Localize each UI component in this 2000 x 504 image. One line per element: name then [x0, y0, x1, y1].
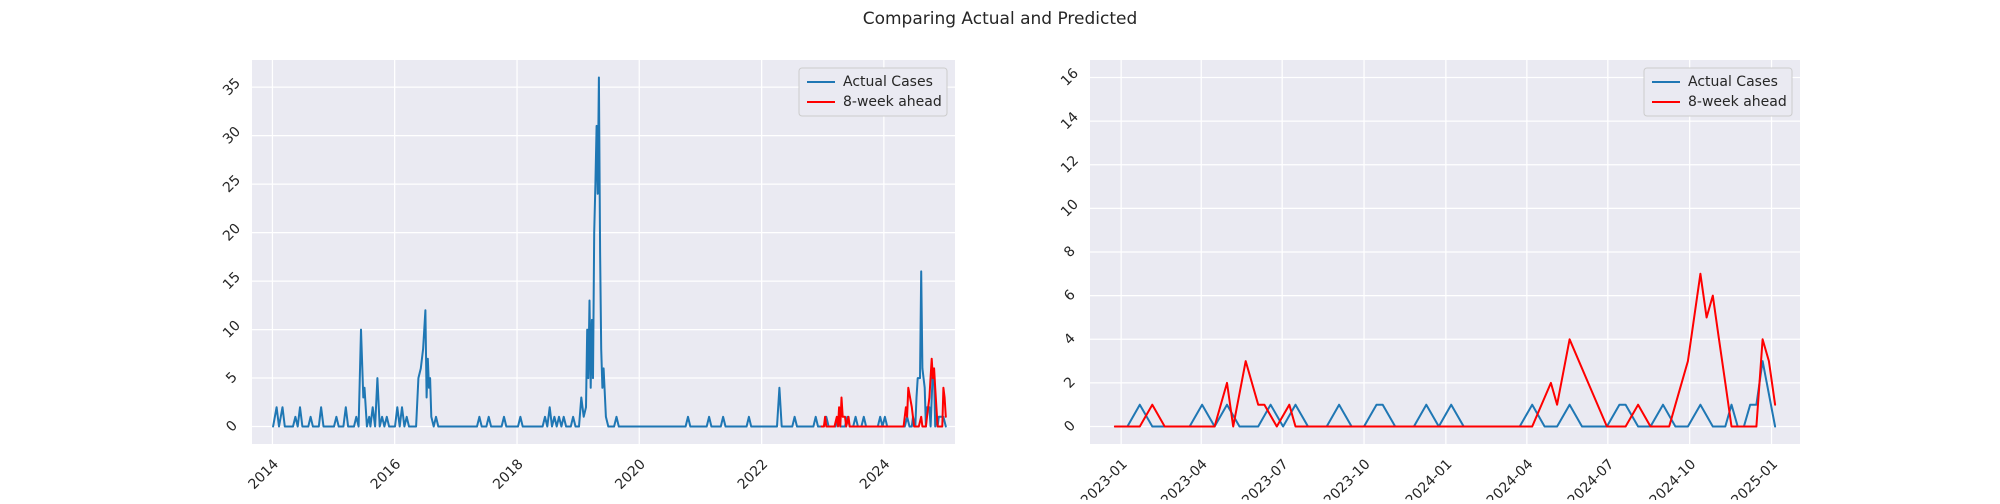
y-tick-label: 4 — [1061, 330, 1079, 348]
x-tick-label: 2024 — [857, 456, 894, 493]
x-tick-label: 2024-01 — [1403, 456, 1456, 500]
y-tick-label: 8 — [1061, 243, 1079, 261]
x-tick-label: 2024-07 — [1565, 456, 1618, 500]
x-tick-label: 2018 — [490, 456, 527, 493]
legend-label-2: 8-week ahead — [843, 94, 942, 110]
x-tick-label: 2023-07 — [1239, 456, 1292, 500]
series-line-2 — [820, 357, 947, 428]
x-tick-label: 2023-10 — [1321, 456, 1374, 500]
y-tick-label: 10 — [1058, 196, 1082, 220]
x-tick-label: 2014 — [246, 456, 283, 493]
legend-box — [1643, 67, 1793, 117]
x-tick-label: 2022 — [735, 456, 772, 493]
series-line-1 — [1113, 360, 1777, 428]
chart-panel-1: 2014 2016 2018 2020 2022 2024 0 5 10 15 20 25 30 35 Ac… — [220, 60, 955, 493]
y-tick-label: 30 — [220, 124, 244, 148]
legend-box — [798, 67, 948, 117]
y-tick-label: 16 — [1058, 65, 1082, 89]
x-tick-label: 2023-01 — [1078, 456, 1131, 500]
series-line-2 — [1113, 272, 1777, 428]
y-tick-label: 25 — [220, 172, 244, 196]
y-tick-label: 0 — [1061, 418, 1079, 436]
x-tick-label: 2023-04 — [1158, 456, 1211, 500]
chart-panel-2: 2023-01 2023-04 2023-07 2023-10 2024-01 2024-… — [1058, 60, 1800, 504]
x-tick-label: 2025-01 — [1728, 456, 1781, 500]
y-tick-label: 20 — [220, 221, 244, 245]
y-tick-label: 14 — [1058, 109, 1082, 133]
y-tick-label: 12 — [1058, 153, 1082, 177]
y-tick-label: 6 — [1061, 287, 1079, 305]
figure-title: Comparing Actual and Predicted — [863, 9, 1138, 29]
x-tick-label: 2024-10 — [1647, 456, 1700, 500]
y-tick-label: 10 — [220, 318, 244, 342]
legend-label-1: Actual Cases — [1688, 74, 1778, 90]
y-tick-label: 2 — [1061, 374, 1079, 392]
y-tick-label: 35 — [220, 75, 244, 99]
legend: Actual Cases 8-week ahead — [1643, 67, 1793, 117]
legend-label-1: Actual Cases — [843, 74, 933, 90]
y-tick-label: 0 — [223, 418, 241, 436]
x-tick-label: 2016 — [368, 456, 405, 493]
x-tick-label: 2024-04 — [1484, 456, 1537, 500]
x-tick-label: 2020 — [612, 456, 649, 493]
legend-label-2: 8-week ahead — [1688, 94, 1787, 110]
y-tick-label: 5 — [223, 369, 241, 387]
legend: Actual Cases 8-week ahead — [798, 67, 948, 117]
y-tick-label: 15 — [220, 269, 244, 293]
